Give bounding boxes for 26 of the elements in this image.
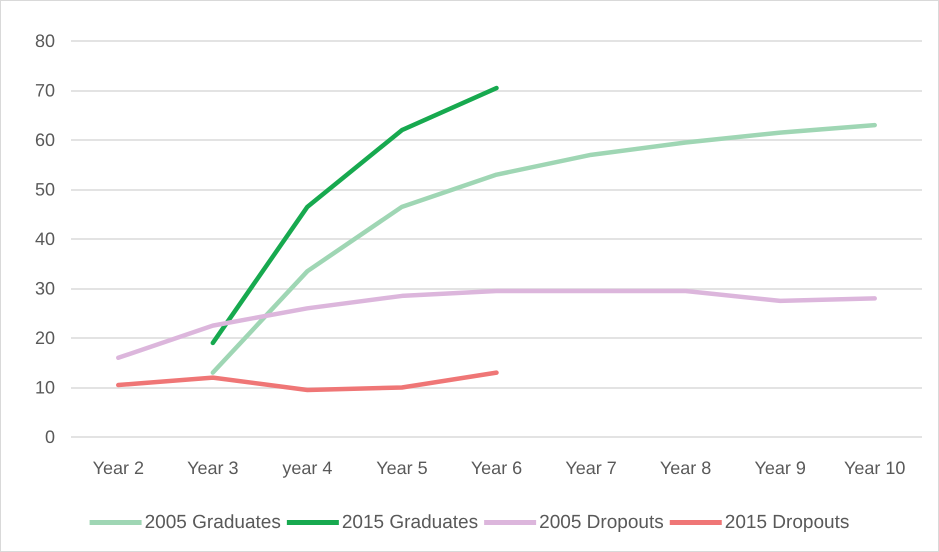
- line-series: [116, 288, 877, 360]
- x-tick-label: Year 2: [92, 458, 144, 478]
- x-tick-label: Year 9: [754, 458, 806, 478]
- y-tick-label: 30: [34, 278, 55, 298]
- legend-label: 2005 Graduates: [144, 512, 281, 533]
- legend-label: 2015 Graduates: [342, 512, 478, 533]
- y-tick-label: 70: [34, 80, 55, 100]
- x-tick-label: Year 3: [187, 458, 239, 478]
- x-tick-label: Year 8: [660, 458, 712, 478]
- y-tick-label: 40: [34, 229, 55, 249]
- y-tick-label: 80: [34, 31, 55, 51]
- line-series: [116, 370, 499, 392]
- x-tick-label: Year 6: [470, 458, 522, 478]
- y-tick-label: 0: [44, 427, 55, 447]
- x-tick-label: year 4: [282, 458, 332, 478]
- y-tick-label: 50: [34, 180, 55, 200]
- legend-label: 2015 Dropouts: [724, 512, 850, 533]
- y-tick-label: 10: [34, 378, 55, 398]
- x-tick-label: Year 5: [376, 458, 428, 478]
- x-tick-label: Year 10: [844, 458, 906, 478]
- y-tick-label: 20: [34, 328, 55, 348]
- line-series: [210, 122, 877, 375]
- x-tick-label: Year 7: [565, 458, 617, 478]
- y-tick-label: 60: [34, 130, 55, 150]
- line-series: [210, 86, 499, 346]
- legend-label: 2005 Dropouts: [539, 512, 664, 533]
